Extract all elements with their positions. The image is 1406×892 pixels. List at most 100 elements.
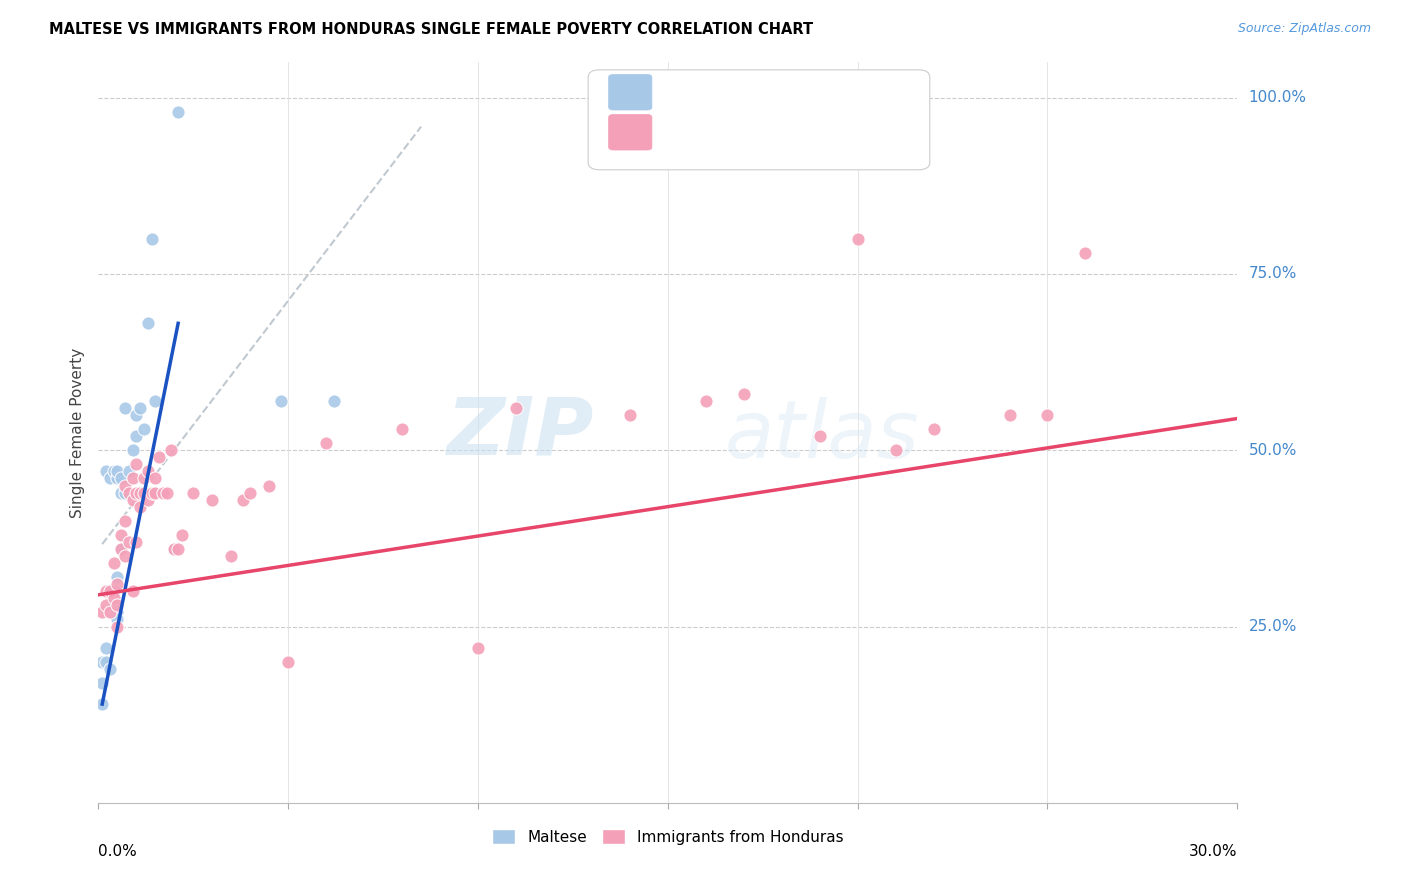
Point (94, 640, 117, 655)
Point (141, 232, 163, 246)
Point (125, 429, 148, 443)
Legend: Maltese, Immigrants from Honduras: Maltese, Immigrants from Honduras (486, 822, 849, 851)
Point (94, 599, 117, 613)
Point (129, 485, 152, 500)
Point (114, 514, 136, 528)
Point (167, 104, 190, 119)
Point (98, 584, 121, 599)
Point (107, 599, 129, 613)
Point (695, 393, 717, 408)
Point (110, 528, 132, 542)
Point (277, 655, 299, 669)
Y-axis label: Single Female Poverty: Single Female Poverty (69, 348, 84, 517)
Point (163, 541, 186, 556)
Text: 75.0%: 75.0% (1249, 267, 1296, 282)
Point (132, 471, 155, 485)
FancyBboxPatch shape (609, 74, 652, 110)
Text: atlas: atlas (725, 397, 920, 475)
Text: 25.0%: 25.0% (1249, 619, 1296, 634)
Point (239, 485, 262, 500)
Text: 50.0%: 50.0% (1249, 442, 1296, 458)
Point (91, 676, 114, 690)
Point (118, 485, 141, 500)
Text: Source: ZipAtlas.com: Source: ZipAtlas.com (1237, 22, 1371, 36)
Point (232, 492, 254, 507)
Point (114, 401, 136, 415)
Point (94, 464, 117, 478)
Point (103, 556, 125, 570)
Point (156, 485, 179, 500)
Text: MALTESE VS IMMIGRANTS FROM HONDURAS SINGLE FEMALE POVERTY CORRELATION CHART: MALTESE VS IMMIGRANTS FROM HONDURAS SING… (49, 22, 813, 37)
Point (94, 584, 117, 599)
Point (129, 401, 152, 415)
FancyBboxPatch shape (588, 70, 929, 169)
Text: 100.0%: 100.0% (1249, 90, 1306, 105)
FancyBboxPatch shape (609, 114, 652, 150)
Point (121, 471, 143, 485)
Point (136, 316, 159, 330)
Text: 0.0%: 0.0% (98, 844, 138, 858)
Point (167, 541, 190, 556)
Point (125, 458, 148, 472)
Point (183, 485, 205, 500)
Point (125, 408, 148, 422)
Point (201, 492, 224, 507)
Point (103, 591, 125, 606)
Point (107, 464, 129, 478)
Point (98, 584, 121, 599)
Point (94, 655, 117, 669)
Point (121, 443, 143, 458)
Point (103, 599, 125, 613)
Point (136, 492, 159, 507)
Point (1036, 408, 1059, 422)
Point (129, 500, 152, 514)
Point (110, 541, 132, 556)
Point (103, 464, 125, 478)
Text: R = 0.405   N = 60: R = 0.405 N = 60 (659, 125, 815, 140)
Point (110, 471, 132, 485)
Point (114, 485, 136, 500)
Point (145, 471, 167, 485)
Point (322, 393, 344, 408)
Text: R = 0.593   N = 36: R = 0.593 N = 36 (659, 85, 815, 100)
Point (884, 443, 907, 458)
Point (846, 232, 869, 246)
Point (98, 606, 121, 620)
Point (467, 640, 489, 655)
Point (619, 408, 641, 422)
Point (221, 549, 243, 563)
Text: ZIP: ZIP (447, 393, 593, 472)
Point (110, 541, 132, 556)
Point (259, 478, 281, 492)
Point (163, 541, 186, 556)
Point (107, 577, 129, 591)
Point (148, 450, 170, 465)
Point (141, 485, 163, 500)
Text: 30.0%: 30.0% (1189, 844, 1237, 858)
Point (107, 619, 129, 633)
Point (110, 485, 132, 500)
Point (315, 436, 337, 450)
Point (91, 655, 114, 669)
Point (808, 429, 831, 443)
Point (98, 471, 121, 485)
Point (125, 535, 148, 549)
Point (733, 387, 755, 401)
Point (1074, 245, 1097, 260)
Point (159, 443, 181, 458)
Point (145, 485, 167, 500)
Point (114, 549, 136, 563)
Point (107, 612, 129, 626)
Point (998, 408, 1021, 422)
Point (132, 485, 155, 500)
Point (132, 422, 155, 436)
Point (145, 393, 167, 408)
Point (91, 697, 114, 711)
Point (98, 606, 121, 620)
Point (118, 535, 141, 549)
Point (107, 471, 129, 485)
Point (922, 422, 945, 436)
Point (391, 422, 413, 436)
Point (270, 393, 292, 408)
Point (136, 464, 159, 478)
